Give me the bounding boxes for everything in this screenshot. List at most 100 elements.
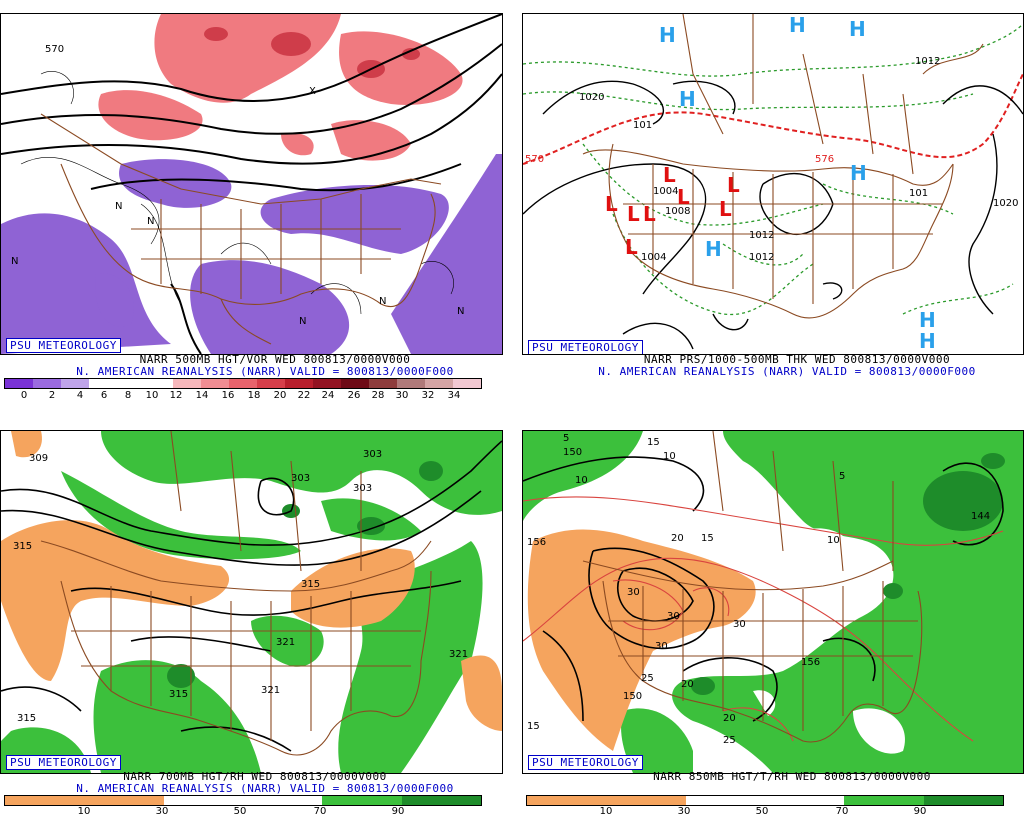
temperature-label: 10 [575, 475, 588, 486]
psu-badge: PSU METEOROLOGY [528, 340, 643, 354]
boxed-label: 25 [723, 735, 736, 746]
temperature-label: 30 [667, 611, 680, 622]
low-centers: L L L L L L L L [605, 163, 740, 259]
temperature-label: 10 [663, 451, 676, 462]
isobars [523, 80, 1023, 350]
isobar-label: 101 [909, 188, 928, 199]
low-center-marker: L [663, 163, 676, 187]
temperature-label: 20 [723, 713, 736, 724]
vorticity-map: 570 N N N N N X N [1, 14, 502, 354]
psu-badge: PSU METEOROLOGY [6, 755, 121, 770]
high-center-marker: H [679, 87, 696, 111]
caption-line2: N. AMERICAN REANALYSIS (NARR) VALID = 80… [76, 365, 454, 378]
thickness-label: 576 [815, 154, 834, 165]
height-contours [1, 440, 502, 752]
dry-shading [1, 431, 502, 731]
map-frame: 570 N N N N N X N PSU METEOROLOGY [0, 13, 503, 355]
low-center-marker: L [719, 197, 732, 221]
temperature-label: 10 [827, 535, 840, 546]
strong-vorticity-shading [204, 27, 420, 78]
vorticity-scale-labels: 0 2 4 6 8 10 12 14 16 18 20 22 24 26 28 … [20, 390, 461, 401]
map-frame: 150 156 5 15 10 10 15 20 10 5 144 30 30 … [522, 430, 1024, 774]
contour-label: 315 [301, 579, 320, 590]
contour-label: 321 [449, 649, 468, 660]
map-frame: 309 315 303 303 303 315 321 315 321 321 … [0, 430, 503, 774]
boxed-label: 15 [527, 721, 540, 732]
high-center-marker: H [705, 237, 722, 261]
low-center-marker: L [627, 202, 640, 226]
boxed-label: 5 [563, 433, 569, 444]
isobar-label: 1008 [665, 206, 690, 217]
map-labels: 570 N N N N N X N [11, 44, 464, 327]
political-borders [40, 431, 432, 756]
political-borders [582, 14, 984, 319]
humidity-colorbar [4, 795, 482, 806]
low-center-marker: L [625, 235, 638, 259]
isobar-label: 101 [633, 120, 652, 131]
contour-label: 144 [971, 511, 990, 522]
political-borders [40, 113, 442, 345]
isobar-label: 1012 [749, 230, 774, 241]
caption-line1: NARR PRS/1000-500MB THK WED 800813/0000V… [643, 353, 951, 366]
high-center-marker: H [919, 329, 936, 353]
temperature-label: 20 [681, 679, 694, 690]
humidity-850-map: 150 156 5 15 10 10 15 20 10 5 144 30 30 … [523, 431, 1023, 773]
map-labels: 1020 101 570 576 1004 1008 1012 1012 101… [525, 56, 1018, 263]
negative-vorticity-shading [1, 154, 502, 354]
caption-line2: N. AMERICAN REANALYSIS (NARR) VALID = 80… [76, 782, 454, 795]
panel-850mb-temperature-humidity: 150 156 5 15 10 10 15 20 10 5 144 30 30 … [522, 418, 1024, 818]
panel-sea-level-pressure: H H H H H H H H L L L L L L L L 1020 [522, 0, 1024, 400]
high-center-marker: H [849, 17, 866, 41]
high-center-marker: H [850, 161, 867, 185]
vorticity-colorbar [4, 378, 482, 389]
contour-label: 315 [13, 541, 32, 552]
high-center-marker: H [789, 14, 806, 37]
temperature-label: 30 [655, 641, 668, 652]
dry-shading [527, 529, 756, 751]
min-marker: N [147, 216, 154, 227]
panel-700mb-humidity: 309 315 303 303 303 315 321 315 321 321 … [0, 418, 503, 818]
min-marker: N [11, 256, 18, 267]
low-center-marker: L [605, 192, 618, 216]
height-contours [1, 14, 502, 354]
low-center-marker: L [727, 173, 740, 197]
temperature-label: 20 [671, 533, 684, 544]
contour-label: 321 [261, 685, 280, 696]
isobar-label: 1020 [579, 92, 604, 103]
thickness-570-line [523, 73, 1023, 165]
humidity-scale-labels: 10 30 50 70 90 [599, 806, 927, 817]
temperature-label: 30 [627, 587, 640, 598]
political-borders [582, 431, 923, 743]
pressure-map: H H H H H H H H L L L L L L L L 1020 [523, 14, 1023, 353]
boxed-label: 15 [647, 437, 660, 448]
humidity-700-map: 309 315 303 303 303 315 321 315 321 321 … [1, 431, 502, 773]
contour-label: 303 [353, 483, 372, 494]
isobar-label: 1012 [915, 56, 940, 67]
contour-label: 150 [623, 691, 642, 702]
thickness-label: 570 [525, 154, 544, 165]
isobar-label: 1004 [653, 186, 678, 197]
isobar-label: 1012 [749, 252, 774, 263]
very-moist-shading [691, 453, 1005, 695]
min-marker: N [299, 316, 306, 327]
contour-label: 321 [276, 637, 295, 648]
caption-line1: NARR 700MB HGT/RH WED 800813/0000V000 [123, 770, 387, 783]
contour-label: 315 [17, 713, 36, 724]
panel-500mb-vorticity: 570 N N N N N X N PSU METEOROLOGY NARR 5… [0, 0, 503, 401]
height-contours [523, 456, 1004, 722]
contour-label: 570 [45, 44, 64, 55]
min-marker: N [457, 306, 464, 317]
map-frame: H H H H H H H H L L L L L L L L 1020 [522, 13, 1024, 355]
map-labels: 150 156 5 15 10 10 15 20 10 5 144 30 30 … [527, 433, 990, 746]
psu-badge: PSU METEOROLOGY [6, 338, 121, 353]
min-marker: N [115, 201, 122, 212]
humidity-scale-labels: 10 30 50 70 90 [77, 806, 405, 817]
isobar-label: 1004 [641, 252, 666, 263]
psu-badge: PSU METEOROLOGY [528, 755, 643, 770]
temperature-label: 30 [733, 619, 746, 630]
low-center-marker: L [643, 202, 656, 226]
isobar-label: 1020 [993, 198, 1018, 209]
contour-label: 150 [563, 447, 582, 458]
contour-label: 303 [363, 449, 382, 460]
boxed-label: 5 [839, 471, 845, 482]
